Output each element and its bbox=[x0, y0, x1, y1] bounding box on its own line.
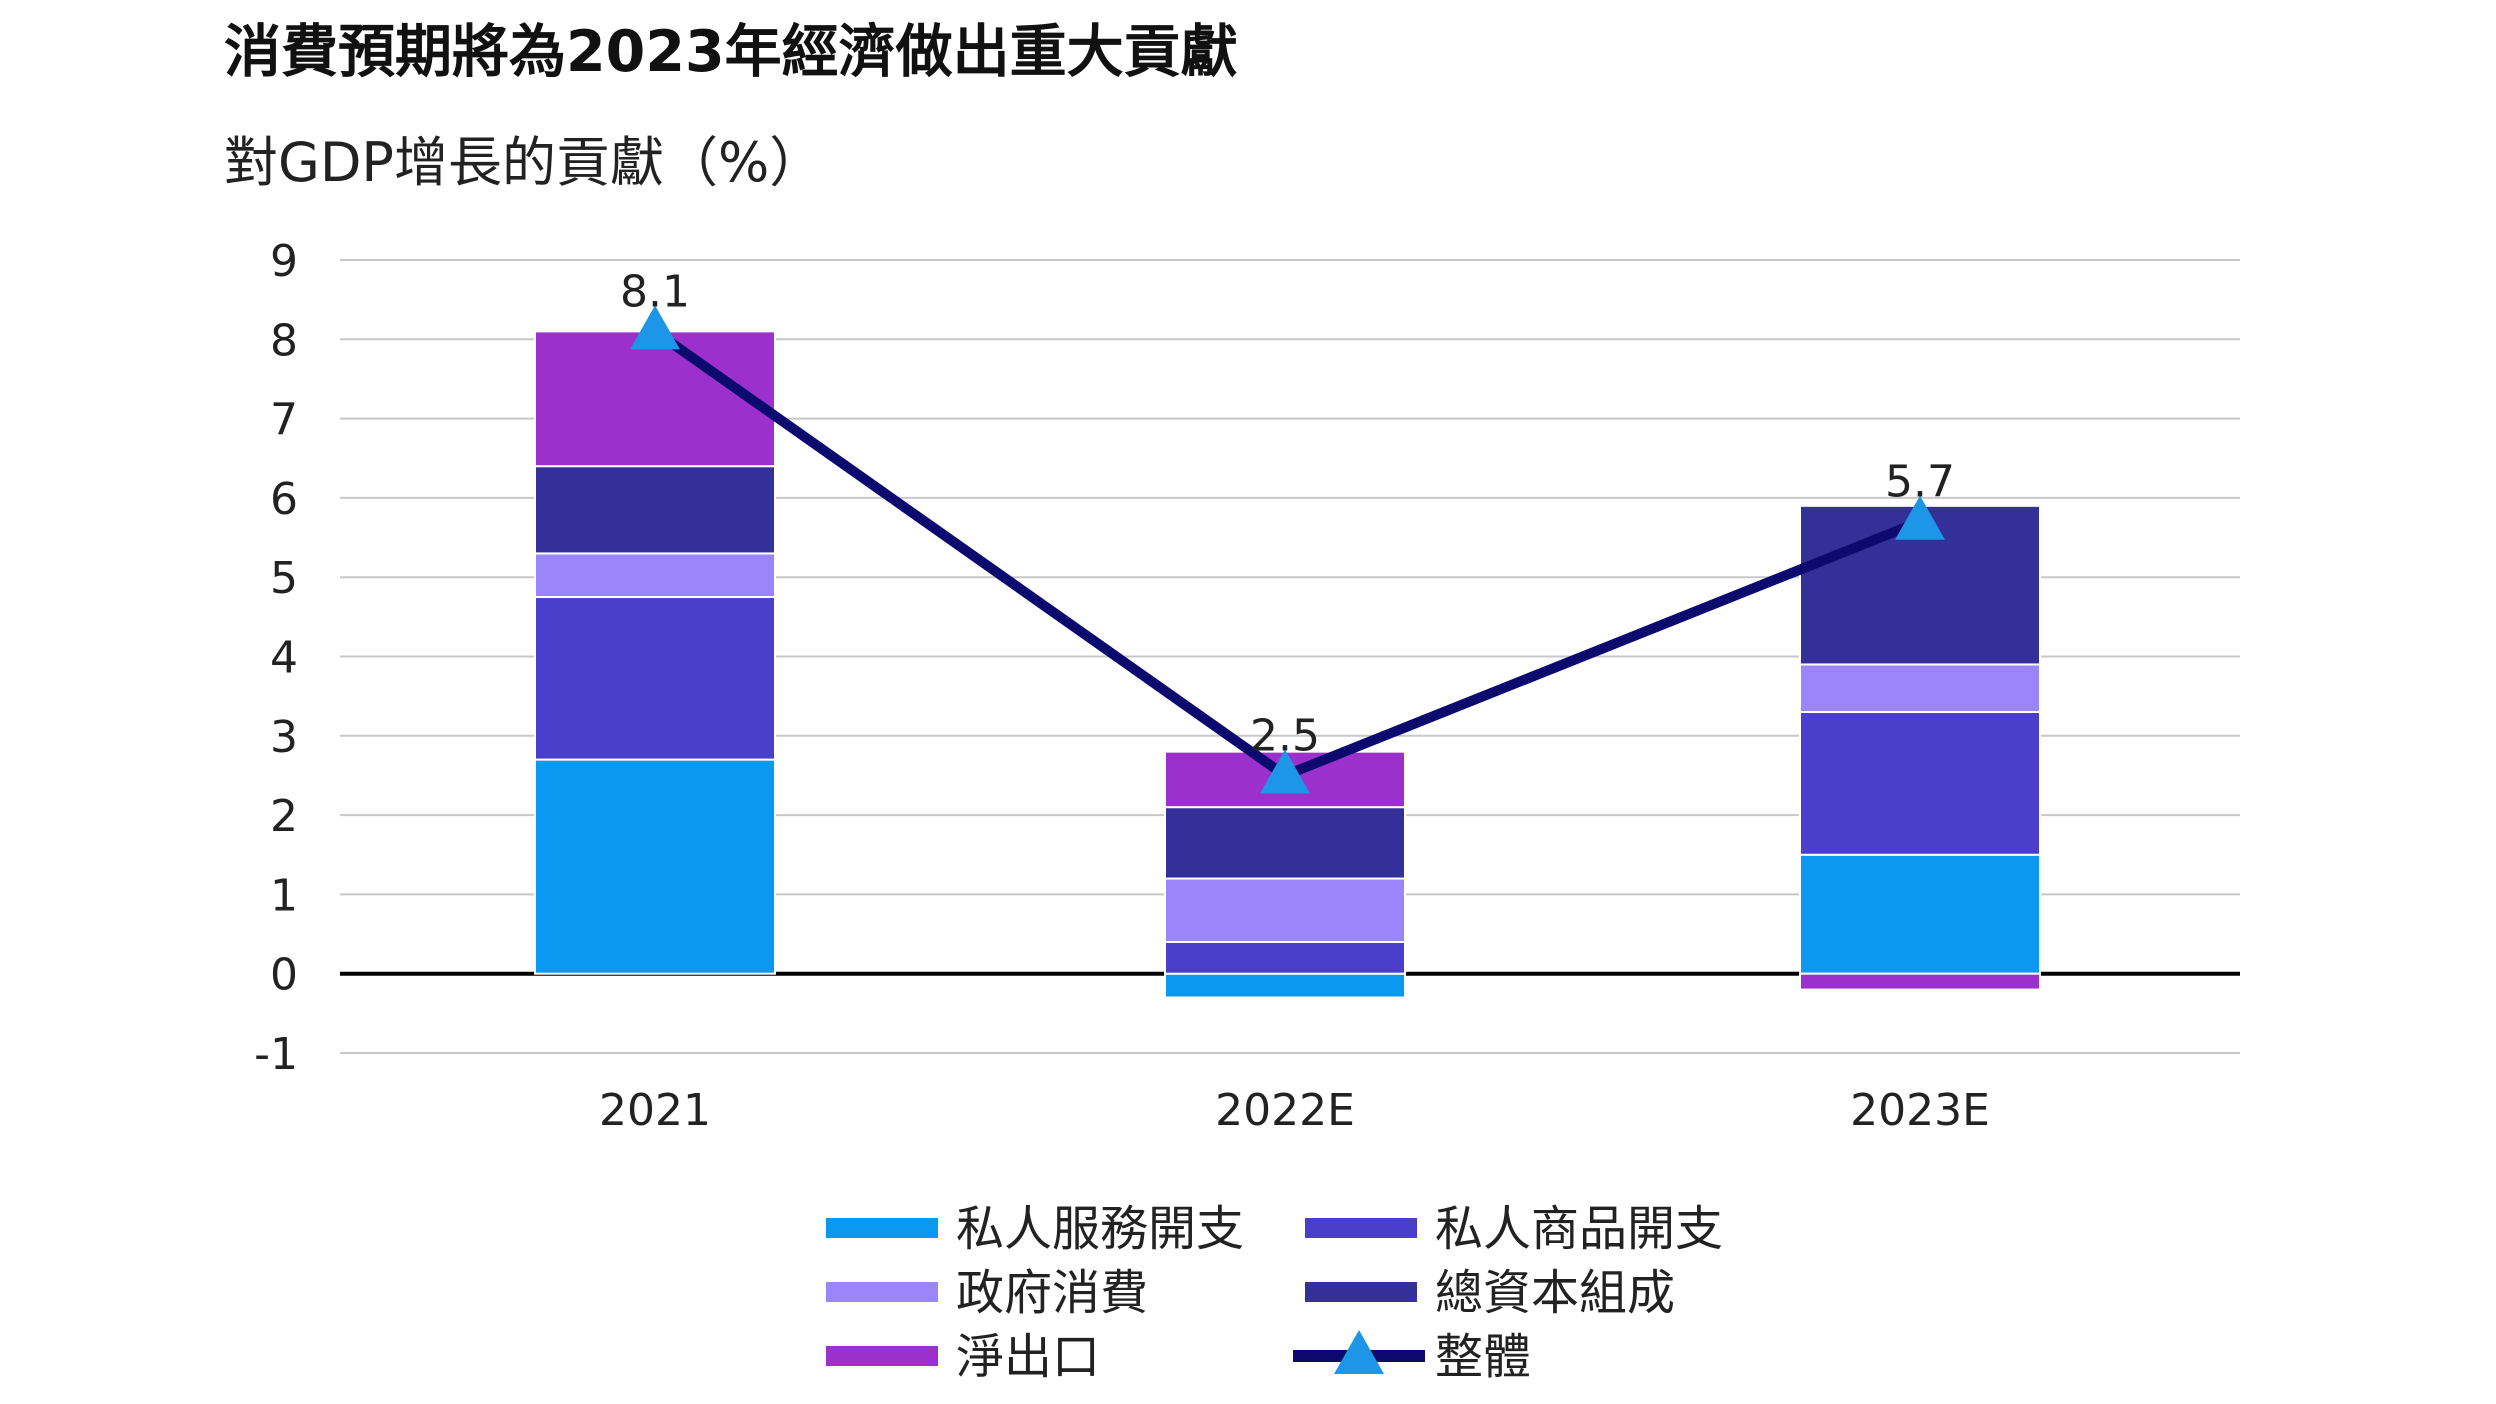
y-tick-label: 2 bbox=[270, 791, 298, 842]
total-point-marker bbox=[1260, 749, 1310, 794]
y-tick-label: 9 bbox=[270, 236, 298, 287]
y-tick-label: 8 bbox=[270, 315, 298, 366]
legend-label: 淨出口 bbox=[956, 1329, 1100, 1385]
chart-subtitle: 對GDP增長的貢獻（%） bbox=[224, 131, 824, 194]
legend-swatch bbox=[1305, 1218, 1417, 1238]
bar-segment bbox=[534, 758, 776, 975]
data-label: 8.1 bbox=[620, 266, 690, 317]
bar-segment bbox=[1799, 853, 2041, 975]
y-tick-label: 3 bbox=[270, 712, 298, 763]
legend-swatch bbox=[1305, 1282, 1417, 1302]
legend-swatch bbox=[826, 1282, 938, 1302]
bar-segment bbox=[1164, 940, 1406, 975]
y-tick-label: 4 bbox=[270, 633, 298, 684]
x-tick-label: 2022E bbox=[1215, 1085, 1355, 1136]
y-tick-label: 0 bbox=[270, 950, 298, 1001]
bar-segment bbox=[534, 552, 776, 599]
bar-segment bbox=[1799, 663, 2041, 714]
data-label: 2.5 bbox=[1250, 710, 1320, 761]
y-tick-label: 6 bbox=[270, 474, 298, 525]
legend-marker-swatch bbox=[1334, 1330, 1384, 1374]
y-tick-label: 1 bbox=[270, 870, 298, 921]
bar-segment bbox=[534, 465, 776, 555]
y-tick-label: 5 bbox=[270, 553, 298, 604]
bar-segment bbox=[1164, 877, 1406, 943]
data-label: 5.7 bbox=[1885, 457, 1955, 508]
legend-label: 私人商品開支 bbox=[1435, 1201, 1723, 1257]
legend-label: 整體 bbox=[1435, 1329, 1531, 1385]
bar-segment bbox=[1799, 711, 2041, 856]
bar-segment bbox=[534, 596, 776, 761]
legend-swatch bbox=[826, 1346, 938, 1366]
chart-title: 消費預期將為2023年經濟做出重大貢獻 bbox=[224, 19, 1238, 85]
y-tick-label: 7 bbox=[270, 395, 298, 446]
x-tick-label: 2023E bbox=[1850, 1085, 1990, 1136]
bar-segment bbox=[1164, 972, 1406, 999]
bar-segment bbox=[534, 330, 776, 468]
y-tick-label: -1 bbox=[254, 1029, 298, 1080]
bar-segment bbox=[1164, 806, 1406, 880]
bar-segment bbox=[1799, 972, 2041, 991]
total-point-marker bbox=[1895, 495, 1945, 540]
legend-label: 政府消費 bbox=[956, 1265, 1148, 1321]
total-line bbox=[650, 326, 1925, 781]
legend-label: 總資本組成 bbox=[1435, 1265, 1675, 1321]
total-point-marker bbox=[630, 305, 680, 350]
x-tick-label: 2021 bbox=[599, 1085, 711, 1136]
legend-label: 私人服務開支 bbox=[956, 1201, 1244, 1257]
legend-swatch bbox=[826, 1218, 938, 1238]
